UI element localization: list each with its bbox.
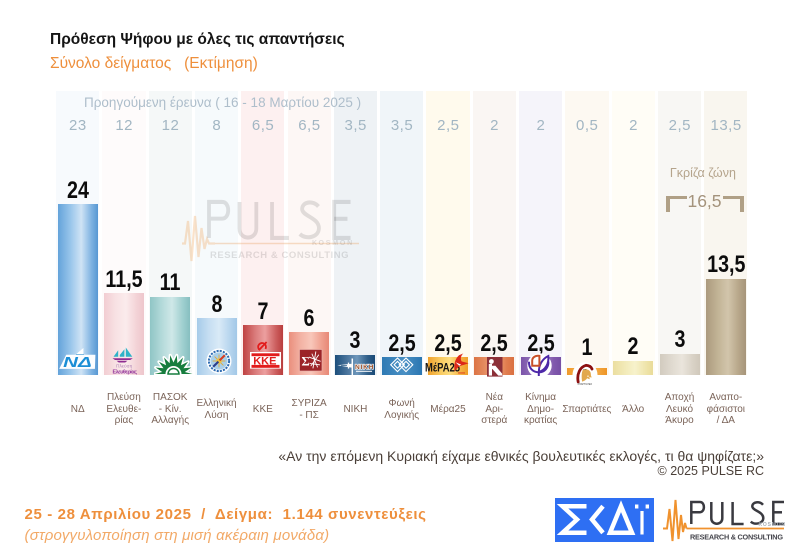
svg-text:ΣΠΑΡΤΙΑΤΕΣ: ΣΠΑΡΤΙΑΤΕΣ xyxy=(578,383,593,386)
svg-text:Πλεύση: Πλεύση xyxy=(116,363,133,370)
svg-text:Ελευθερίας: Ελευθερίας xyxy=(113,369,138,375)
svg-text:KOSMON: KOSMON xyxy=(759,522,786,528)
svg-text:ΝΙΚΗ: ΝΙΚΗ xyxy=(355,364,374,371)
svg-text:ΝΙΚΗ: ΝΙΚΗ xyxy=(355,364,374,371)
svg-text:ΝΔ: ΝΔ xyxy=(63,355,92,371)
svg-text:ΜέΡΑ25: ΜέΡΑ25 xyxy=(425,360,460,374)
svg-text:Σ: Σ xyxy=(301,355,309,369)
svg-text:ΚΚΕ: ΚΚΕ xyxy=(253,355,276,367)
svg-text:RESEARCH & CONSULTING: RESEARCH & CONSULTING xyxy=(690,532,783,541)
